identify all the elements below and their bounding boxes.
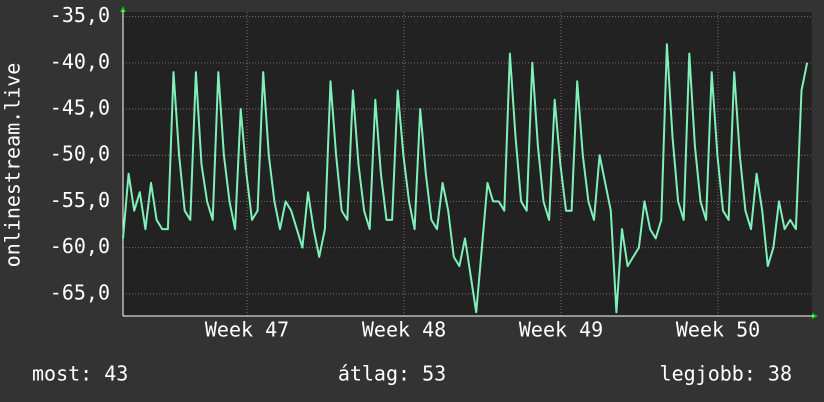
x-tick-label: Week 48 [362, 318, 446, 342]
y-tick-label: -55,0 [50, 188, 110, 212]
y-tick-label: -60,0 [50, 234, 110, 258]
footer-best: legjobb: 38 [660, 362, 792, 386]
x-tick-label: Week 49 [519, 318, 603, 342]
footer-average: átlag: 53 [338, 362, 446, 386]
data-line [122, 43, 809, 314]
y-tick-label: -35,0 [50, 3, 110, 27]
y-tick-label: -65,0 [50, 280, 110, 304]
y-axis-title: onlinestream.live [1, 63, 25, 268]
y-tick-label: -50,0 [50, 142, 110, 166]
x-tick-label: Week 50 [676, 318, 760, 342]
y-tick-label: -40,0 [50, 49, 110, 73]
footer-current: most: 43 [32, 362, 128, 386]
axis-arrow [812, 313, 818, 319]
y-tick-label: -45,0 [50, 96, 110, 120]
x-tick-label: Week 47 [205, 318, 289, 342]
axis-arrow [120, 6, 126, 12]
